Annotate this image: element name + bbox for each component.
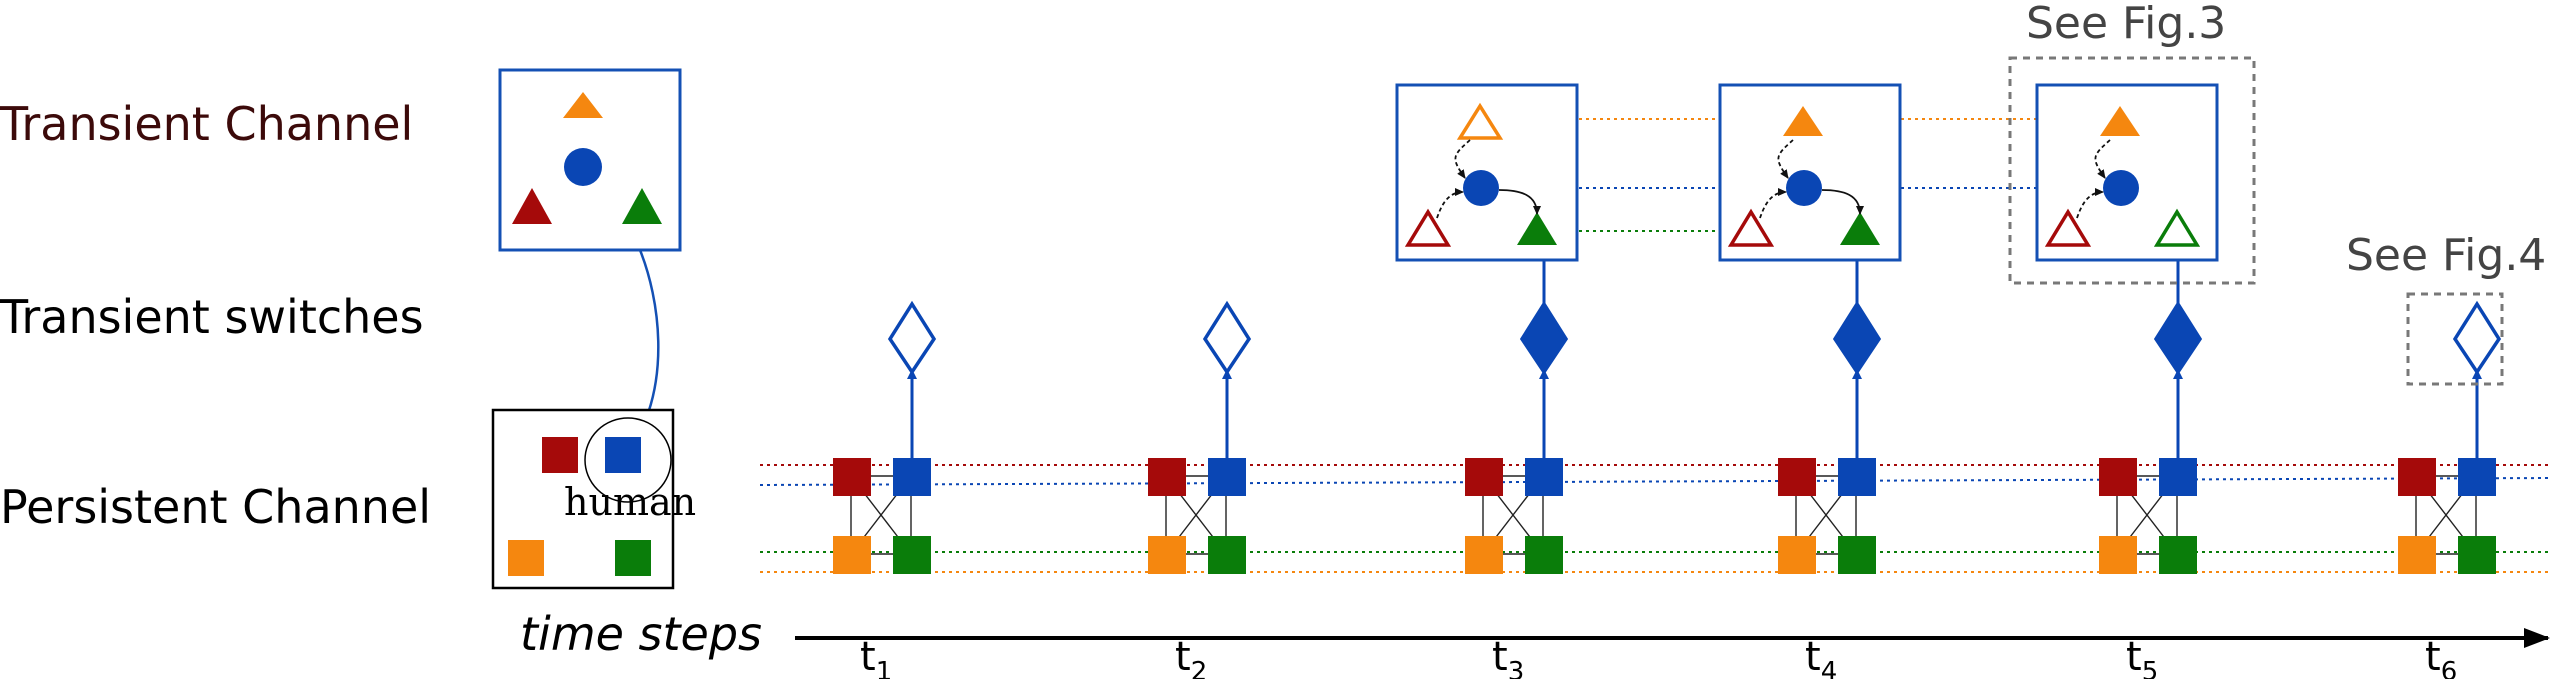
green-triangle-icon bbox=[622, 188, 662, 224]
red-square-icon bbox=[542, 437, 578, 473]
green-square-icon bbox=[1838, 536, 1876, 574]
time-step-label: t4 bbox=[1805, 634, 1837, 679]
time-step-label: t2 bbox=[1175, 634, 1207, 679]
blue-circle-icon bbox=[1786, 170, 1822, 206]
orange-square-icon bbox=[2099, 536, 2137, 574]
orange-square-icon bbox=[508, 540, 544, 576]
orange-square-icon bbox=[1778, 536, 1816, 574]
time-step-4 bbox=[1718, 83, 1902, 574]
human-label: human bbox=[564, 480, 696, 524]
influence-arrow bbox=[1454, 139, 1471, 179]
persistent-cluster bbox=[833, 458, 931, 574]
blue-circle-icon bbox=[2103, 170, 2139, 206]
persistent-cluster bbox=[1778, 458, 1876, 574]
orange-triangle-icon bbox=[1783, 106, 1823, 136]
persistent-cluster bbox=[2398, 458, 2496, 574]
red-square-icon bbox=[833, 458, 871, 496]
red-square-icon bbox=[1778, 458, 1816, 496]
time-steps-label: time steps bbox=[520, 607, 762, 661]
red-triangle-icon bbox=[512, 188, 552, 224]
blue-square-icon bbox=[2159, 458, 2197, 496]
green-square-icon bbox=[2159, 536, 2197, 574]
red-triangle-icon bbox=[2044, 208, 2092, 247]
green-triangle-icon bbox=[2153, 208, 2201, 247]
filled-diamond-icon bbox=[2153, 300, 2203, 376]
orange-square-icon bbox=[833, 536, 871, 574]
green-square-icon bbox=[893, 536, 931, 574]
influence-arrow bbox=[1436, 188, 1464, 219]
time-step-1 bbox=[833, 300, 937, 574]
blue-circle-icon bbox=[564, 148, 602, 186]
hollow-diamond-icon bbox=[2452, 300, 2502, 376]
blue-square-icon bbox=[2458, 458, 2496, 496]
time-step-6 bbox=[2398, 300, 2502, 574]
time-step-label: t5 bbox=[2126, 634, 2158, 679]
transient-box bbox=[1718, 83, 1902, 262]
red-square-icon bbox=[2398, 458, 2436, 496]
persistent-channel-label: Persistent Channel bbox=[0, 480, 431, 534]
green-triangle-icon bbox=[1840, 212, 1880, 245]
influence-arrow bbox=[1759, 188, 1787, 219]
blue-square-icon bbox=[1838, 458, 1876, 496]
transient-box bbox=[2035, 83, 2219, 262]
green-square-icon bbox=[615, 540, 651, 576]
influence-arrow bbox=[2076, 188, 2104, 219]
human-highlight-ellipse bbox=[584, 417, 672, 503]
hollow-diamond-icon bbox=[1202, 300, 1252, 376]
blue-square-icon bbox=[893, 458, 931, 496]
time-step-5 bbox=[2035, 83, 2219, 574]
fig3-highlight-box bbox=[2008, 56, 2256, 285]
persistent-cluster bbox=[2099, 458, 2197, 574]
influence-arrow bbox=[1498, 189, 1541, 215]
transient-box bbox=[1395, 83, 1579, 262]
orange-triangle-icon bbox=[563, 92, 603, 118]
transient-channel-label: Transient Channel bbox=[0, 97, 413, 151]
blue-square-icon bbox=[605, 437, 641, 473]
legend-persistent-box: human bbox=[491, 408, 696, 590]
hollow-diamond-icon bbox=[887, 300, 937, 376]
persistent-cluster bbox=[1148, 458, 1246, 574]
green-triangle-icon bbox=[1517, 212, 1557, 245]
orange-triangle-icon bbox=[2100, 106, 2140, 136]
blue-square-icon bbox=[1525, 458, 1563, 496]
time-step-label: t6 bbox=[2425, 634, 2457, 679]
green-square-icon bbox=[1525, 536, 1563, 574]
see-fig4-label: See Fig.4 bbox=[2346, 230, 2546, 281]
orange-square-icon bbox=[1465, 536, 1503, 574]
blue-circle-icon bbox=[1463, 170, 1499, 206]
green-square-icon bbox=[1208, 536, 1246, 574]
influence-arrow bbox=[1777, 139, 1794, 179]
filled-diamond-icon bbox=[1519, 300, 1569, 376]
red-square-icon bbox=[2099, 458, 2137, 496]
red-triangle-icon bbox=[1727, 208, 1775, 247]
see-fig3-label: See Fig.3 bbox=[2026, 0, 2226, 49]
blue-dotted-line bbox=[759, 477, 2551, 486]
legend-transient-box bbox=[498, 68, 682, 252]
orange-triangle-icon bbox=[1456, 102, 1504, 140]
red-triangle-icon bbox=[1404, 208, 1452, 247]
red-square-icon bbox=[1465, 458, 1503, 496]
time-step-2 bbox=[1148, 300, 1252, 574]
green-square-icon bbox=[2458, 536, 2496, 574]
orange-square-icon bbox=[2398, 536, 2436, 574]
influence-arrow bbox=[1821, 189, 1864, 215]
time-step-3 bbox=[1395, 83, 1579, 574]
filled-diamond-icon bbox=[1832, 300, 1882, 376]
time-step-label: t3 bbox=[1492, 634, 1524, 679]
transient-switches-label: Transient switches bbox=[0, 290, 424, 344]
time-step-label: t1 bbox=[860, 634, 892, 679]
blue-square-icon bbox=[1208, 458, 1246, 496]
red-square-icon bbox=[1148, 458, 1186, 496]
persistent-cluster bbox=[1465, 458, 1563, 574]
orange-square-icon bbox=[1148, 536, 1186, 574]
influence-arrow bbox=[2094, 139, 2111, 179]
